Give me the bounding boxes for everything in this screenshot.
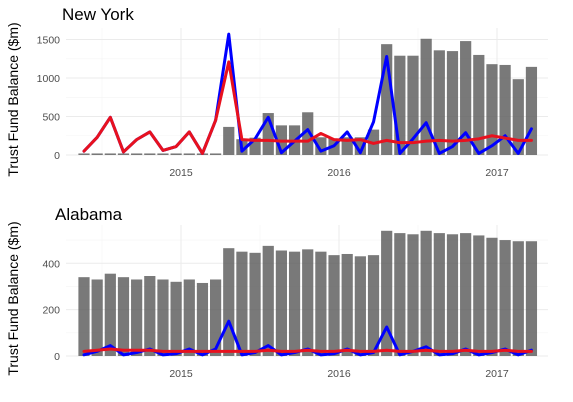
bar <box>394 55 406 155</box>
bar <box>446 51 459 155</box>
bar <box>249 252 261 356</box>
y-tick-label: 200 <box>42 305 60 317</box>
bar <box>525 66 538 155</box>
bar <box>499 64 511 155</box>
bar <box>288 251 301 356</box>
bar <box>407 55 419 155</box>
bar <box>446 234 459 356</box>
bar <box>223 126 235 155</box>
bar <box>262 245 274 356</box>
bar <box>78 277 90 356</box>
bar <box>104 153 116 155</box>
bar <box>302 112 314 155</box>
bar <box>91 279 103 356</box>
bar <box>117 153 130 155</box>
x-tick-label: 2016 <box>327 167 351 179</box>
bar <box>433 50 445 155</box>
bar <box>512 241 524 356</box>
bar <box>249 137 261 155</box>
bar <box>275 250 287 356</box>
bar <box>420 38 432 155</box>
bar <box>499 240 511 356</box>
bar <box>367 255 380 356</box>
bar <box>144 153 156 155</box>
bar <box>157 279 169 356</box>
bar <box>407 234 419 356</box>
bar <box>131 279 143 356</box>
chart-title: Alabama <box>55 205 123 224</box>
y-tick-label: 1000 <box>37 73 61 85</box>
bar <box>381 230 393 356</box>
bar <box>354 256 366 356</box>
bar <box>473 235 485 356</box>
bar <box>460 233 472 356</box>
bar <box>183 153 195 155</box>
x-tick-label: 2017 <box>485 368 509 380</box>
bar <box>354 137 366 155</box>
panel-new-york: 0 500 1000 1500 2015 2016 2017 New York Trust Fu… <box>5 5 548 179</box>
y-tick-label: 0 <box>54 351 60 363</box>
bar <box>183 279 195 356</box>
panel-alabama: 0 200 400 2015 2016 2017 Alabama Trust Fund Bal… <box>5 205 548 380</box>
bar <box>433 233 445 356</box>
bar <box>104 273 116 356</box>
x-tick-label: 2017 <box>485 167 509 179</box>
series-line-red <box>82 60 533 155</box>
bar <box>117 277 130 356</box>
x-tick-label: 2016 <box>327 368 351 380</box>
y-tick-label: 1500 <box>37 35 61 47</box>
bar <box>486 237 498 356</box>
bar <box>328 255 340 356</box>
bar <box>394 233 406 356</box>
y-tick-label: 0 <box>54 150 60 162</box>
bar <box>302 249 314 356</box>
bar <box>91 153 103 155</box>
bars <box>78 230 538 356</box>
bar <box>157 153 169 155</box>
bar <box>131 153 143 155</box>
bar <box>341 253 353 356</box>
bar <box>460 41 472 155</box>
y-tick-label: 400 <box>42 258 60 270</box>
bar <box>210 279 222 356</box>
bar <box>486 64 498 155</box>
x-tick-label: 2015 <box>169 368 193 380</box>
chart-title: New York <box>62 5 134 24</box>
bar <box>381 44 393 155</box>
series-line-red <box>82 347 533 353</box>
bar <box>473 54 485 155</box>
bar <box>341 137 353 155</box>
bar <box>236 251 248 356</box>
y-tick-label: 500 <box>42 112 60 124</box>
bar <box>170 153 182 155</box>
bar <box>210 153 222 155</box>
y-axis-label: Trust Fund Balance ($m) <box>5 221 21 375</box>
bar <box>315 251 327 356</box>
bar <box>78 153 90 155</box>
bar <box>512 79 524 155</box>
bar <box>315 137 327 155</box>
bar <box>420 230 432 356</box>
y-axis-label: Trust Fund Balance ($m) <box>5 22 21 176</box>
bar <box>144 276 156 356</box>
bar <box>525 241 538 356</box>
bar <box>196 282 209 356</box>
x-tick-label: 2015 <box>169 167 193 179</box>
bar <box>223 248 235 356</box>
bar <box>262 113 274 155</box>
bar <box>170 281 182 356</box>
